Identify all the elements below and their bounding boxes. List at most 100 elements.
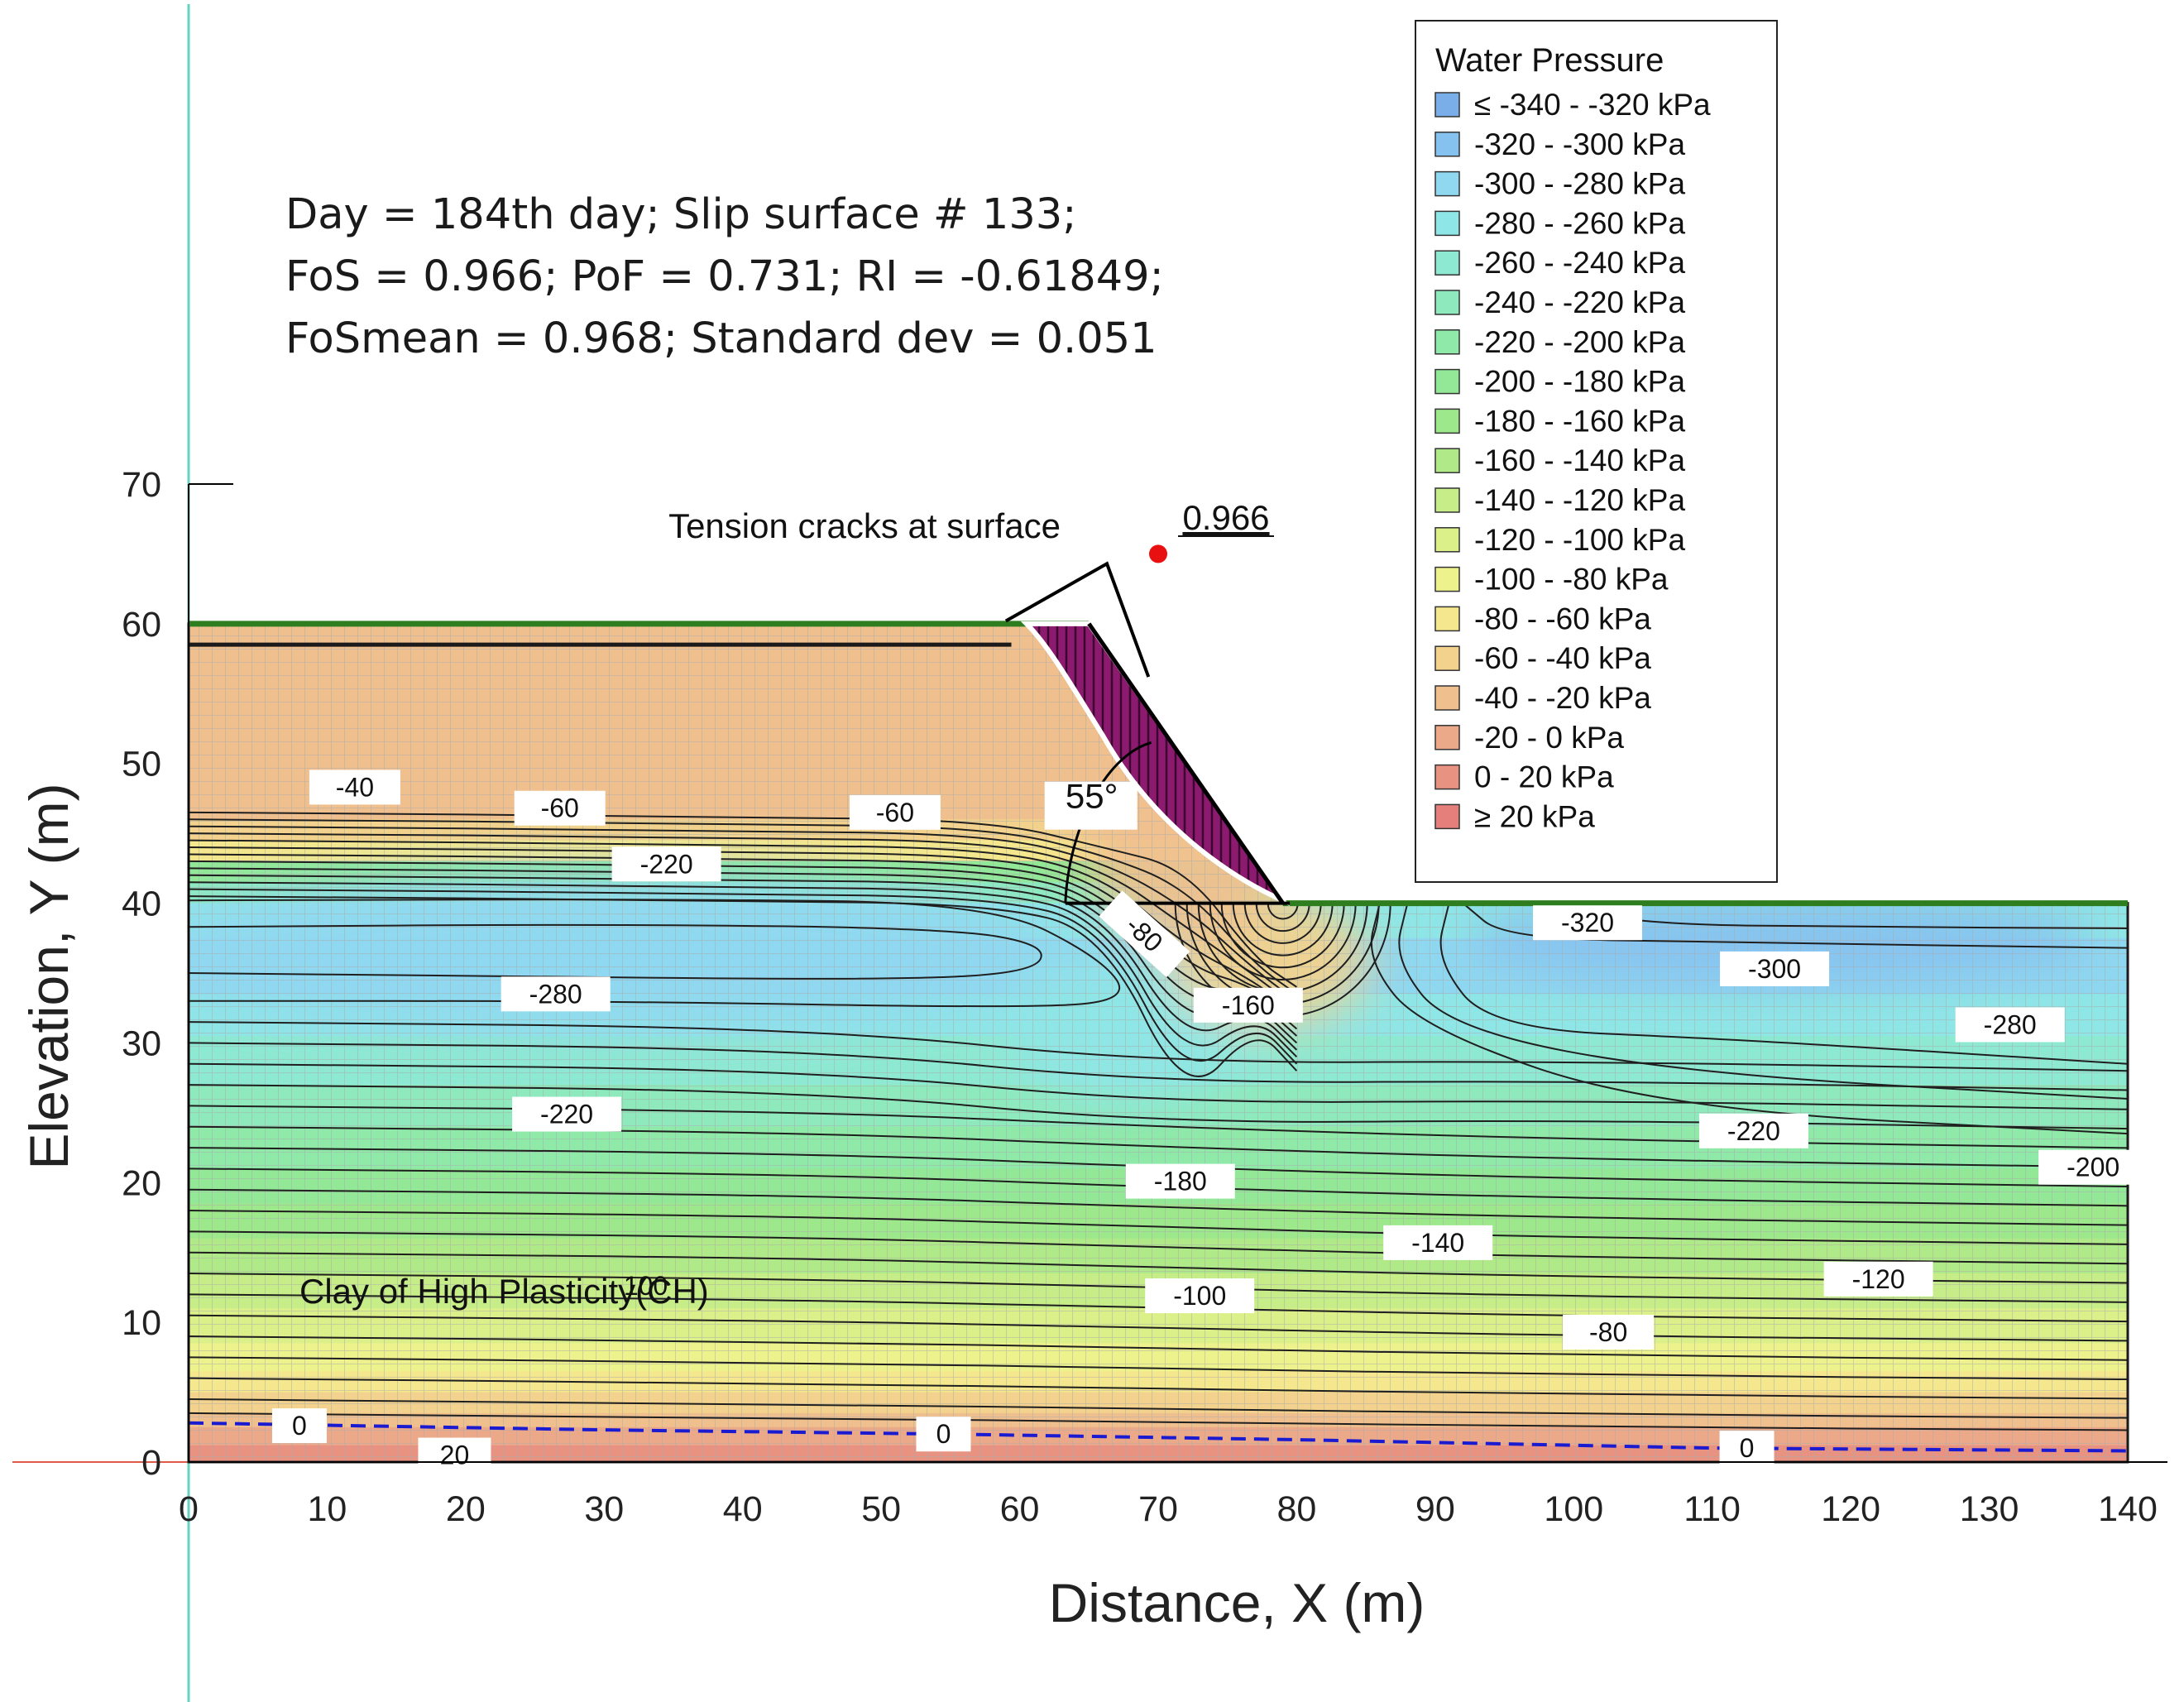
legend-label: -60 - -40 kPa [1474,641,1651,675]
contour-line [189,860,1298,1037]
x-tick-label: 130 [1960,1489,2019,1529]
x-tick-labels: 0 10 20 30 40 50 60 70 80 90 100 110 120 130 140 [179,1489,2158,1529]
contour-line [189,1125,2128,1168]
slope-angle-label: 55° [1066,777,1118,816]
x-tick-label: 90 [1415,1489,1455,1529]
legend: Water Pressure ≤ -340 - -320 kPa -320 - -… [1415,20,1778,883]
contour-label-group: -60 [849,794,941,830]
slope-face-line [1087,622,1285,904]
contour-label-bg [309,769,400,805]
legend-swatch [1434,606,1460,632]
contour-line [189,1188,2128,1226]
contour-label-group: -120 [1823,1261,1933,1297]
contour-line [189,1062,2128,1110]
contour-label-bg [514,790,606,826]
contour-line [1370,903,2128,1135]
tension-cracks-label: Tension cracks at surface [668,506,1061,545]
contour-line [189,923,1042,980]
slope-angle-label-bg [1044,781,1138,830]
contour-label: 100 [624,1271,668,1301]
contour-line [189,832,1298,1009]
legend-swatch [1434,566,1460,592]
contour-label-bg [1719,1431,1774,1466]
contour-label-bg [1193,987,1303,1023]
legend-swatch [1434,290,1460,315]
contour-label: -80 [1589,1317,1627,1347]
legend-swatch [1434,527,1460,553]
legend-label: ≤ -340 - -320 kPa [1474,88,1711,122]
contour-label-group: 0 [271,1408,327,1444]
contour-line [189,1273,2128,1303]
legend-swatch [1434,132,1460,157]
contour-line [1232,903,1334,956]
legend-label: -40 - -20 kPa [1474,681,1651,715]
contour-label-group: -300 [1720,951,1830,986]
contour-label-bg [500,976,611,1012]
legend-swatch [1434,448,1460,473]
legend-label: -120 - -100 kPa [1474,523,1685,557]
legend-label: -260 - -240 kPa [1474,246,1685,280]
contour-label: 20 [440,1441,470,1470]
legend-swatch [1434,803,1460,830]
contour-label-group: -320 [1533,905,1643,941]
contour-line [1267,903,1299,920]
contour-label: -60 [541,793,579,823]
contour-label-group: -80 [1563,1314,1655,1350]
legend-label: -300 - -280 kPa [1474,167,1685,201]
contour-label-group: -220 [1698,1113,1808,1148]
contour-line [189,895,1298,1077]
contour-label: -320 [1561,908,1614,937]
contour-line [189,1167,2128,1207]
y-tick-label: 60 [122,605,161,645]
contour-line [1398,903,2128,1100]
legend-label: ≥ 20 kPa [1474,799,1595,833]
x-tick-label: 30 [584,1489,624,1529]
fos-marker-label: 0.966 [1182,498,1269,537]
legend-swatch [1434,210,1460,237]
legend-label: -140 - -120 kPa [1474,483,1685,517]
legend-label: 0 - 20 kPa [1474,760,1614,794]
legend-items: ≤ -340 - -320 kPa -320 - -300 kPa -300 - -… [1434,88,1711,833]
y-tick-label: 0 [141,1443,161,1483]
contour-line [189,1398,2128,1419]
contour-line [189,1356,2128,1381]
x-tick-label: 50 [861,1489,901,1529]
contour-label-group: -60 [514,790,606,826]
contour-line [189,1147,2128,1188]
legend-label: -240 - -220 kPa [1474,285,1685,319]
contour-label-group: -220 [512,1096,622,1132]
contour-label-group: -220 [611,846,721,882]
contour-label-group: -200 [2038,1149,2148,1185]
contour-label-bg [1955,1007,2065,1043]
contour-label: -100 [1173,1281,1226,1311]
contour-label-bg [1698,1113,1808,1148]
contour-label-bg [2038,1149,2148,1185]
contour-line [189,1042,2128,1091]
contour-label-group: -280 [1955,1007,2065,1043]
legend-label: -160 - -140 kPa [1474,443,1685,477]
legend-swatch [1434,329,1460,355]
contour-label: -140 [1411,1228,1464,1258]
contour-line [189,1084,2128,1130]
legend-frame [1415,20,1778,883]
legend-label: -200 - -180 kPa [1474,365,1685,399]
x-tick-label: 140 [2098,1489,2158,1529]
info-line-3: FoSmean = 0.968; Standard dev = 0.051 [285,314,1157,363]
contour-line [189,1230,2128,1265]
contour-line [189,1377,2128,1400]
legend-label: -20 - 0 kPa [1474,721,1624,755]
contour-label-bg [849,794,941,830]
x-tick-label: 100 [1544,1489,1603,1529]
contour-label-bg [1125,1163,1235,1199]
contour-label-group: -180 [1125,1163,1235,1199]
legend-label: -80 - -60 kPa [1474,602,1651,635]
legend-swatch [1434,92,1460,117]
contour-label-group: 0 [916,1417,971,1452]
info-line-1: Day = 184th day; Slip surface # 133; [285,190,1076,239]
contour-label: 0 [292,1411,307,1441]
legend-label: -320 - -300 kPa [1474,127,1685,161]
contour-line [1462,902,2128,949]
contour-label: -60 [876,798,914,827]
contour-line [189,899,1121,1008]
